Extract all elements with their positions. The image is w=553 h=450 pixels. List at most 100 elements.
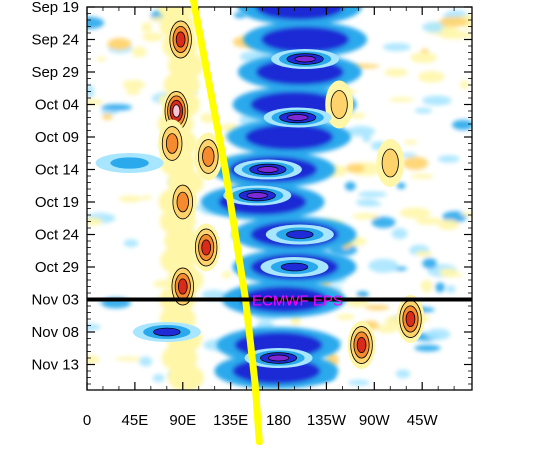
positive-anomaly <box>168 262 197 311</box>
y-tick-label: Nov 08 <box>31 324 79 341</box>
positive-contour <box>165 133 179 154</box>
negative-anomaly <box>260 257 329 277</box>
positive-anomaly <box>162 87 191 135</box>
positive-noise-patch <box>389 97 414 102</box>
x-tick-label: 90E <box>169 412 196 429</box>
x-tick-label: 135W <box>307 412 347 429</box>
positive-noise-patch <box>141 195 152 200</box>
positive-noise-patch <box>460 80 469 89</box>
negative-noise-patch <box>371 216 396 229</box>
positive-contour <box>202 146 215 167</box>
negative-noise-patch <box>368 258 399 273</box>
positive-noise-patch <box>87 98 103 106</box>
negative-noise-patch <box>139 356 153 367</box>
positive-anomaly <box>194 132 223 181</box>
y-tick-label: Oct 29 <box>35 259 79 276</box>
y-tick-label: Nov 13 <box>31 357 79 374</box>
positive-contour <box>177 278 188 295</box>
forecast-label: ECMWF EPS <box>252 293 343 310</box>
positive-contour <box>201 239 212 256</box>
y-tick-label: Nov 03 <box>31 292 79 309</box>
positive-contour <box>330 90 348 119</box>
positive-noise-patch <box>107 37 132 51</box>
positive-noise-patch <box>460 212 472 217</box>
negative-contour <box>153 327 181 337</box>
negative-contour <box>110 157 149 169</box>
positive-noise-patch <box>96 57 107 62</box>
band-inner <box>255 7 344 20</box>
negative-noise-patch <box>414 344 441 352</box>
positive-noise-patch <box>440 25 458 34</box>
positive-noise-patch <box>410 52 437 64</box>
y-tick-label: Sep 29 <box>31 64 79 81</box>
negative-anomaly <box>132 322 201 342</box>
positive-noise-patch <box>114 356 145 362</box>
negative-noise-patch <box>414 107 433 114</box>
positive-noise-patch <box>87 217 103 226</box>
negative-anomaly <box>263 107 332 128</box>
y-tick-label: Oct 19 <box>35 194 79 211</box>
positive-noise-patch <box>365 304 390 311</box>
negative-noise-patch <box>347 125 376 137</box>
positive-contour <box>356 336 367 354</box>
y-tick-label: Sep 24 <box>31 32 79 49</box>
positive-noise-patch <box>290 315 301 326</box>
positive-noise-patch <box>420 279 433 293</box>
anomaly-field <box>87 7 472 390</box>
positive-noise-patch <box>221 271 232 279</box>
positive-noise-patch <box>376 324 400 333</box>
positive-noise-patch <box>399 207 431 219</box>
negative-noise-patch <box>87 16 105 29</box>
anomaly-cores <box>95 15 425 369</box>
negative-contour <box>280 262 309 272</box>
positive-noise-patch <box>402 156 429 170</box>
positive-noise-patch <box>345 163 365 174</box>
negative-noise-patch <box>445 285 456 293</box>
positive-noise-patch <box>348 112 366 119</box>
x-tick-label: 45E <box>122 412 149 429</box>
positive-contour <box>175 31 186 48</box>
band-inner <box>245 124 334 150</box>
positive-anomaly <box>192 223 221 272</box>
negative-noise-patch <box>425 328 451 341</box>
positive-noise-patch <box>118 195 143 203</box>
y-tick-label: Oct 09 <box>35 129 79 146</box>
negative-noise-patch <box>452 119 472 130</box>
negative-contour <box>287 114 309 121</box>
stripe-segment <box>167 363 204 390</box>
negative-contour <box>246 192 268 199</box>
y-tick-label: Sep 19 <box>31 0 79 16</box>
positive-anomaly <box>376 139 405 187</box>
positive-anomaly <box>166 15 195 64</box>
positive-noise-patch <box>126 88 140 96</box>
negative-noise-patch <box>348 379 370 386</box>
positive-noise-patch <box>384 68 408 77</box>
y-tick-label: Oct 14 <box>35 162 79 179</box>
positive-noise-patch <box>141 32 164 42</box>
negative-noise-patch <box>362 131 372 143</box>
positive-noise-patch <box>415 217 442 225</box>
positive-noise-patch <box>352 213 379 220</box>
negative-anomaly <box>244 348 313 368</box>
plot-frame <box>86 6 473 391</box>
positive-noise-patch <box>410 173 434 179</box>
positive-noise-patch <box>439 16 468 27</box>
positive-noise-patch <box>414 251 433 257</box>
negative-contour <box>257 166 279 173</box>
negative-noise-patch <box>435 282 445 293</box>
x-tick-label: 180 <box>266 412 291 429</box>
negative-noise-patch <box>344 181 356 191</box>
positive-anomaly <box>158 119 187 168</box>
positive-noise-patch <box>403 140 418 145</box>
negative-contour <box>267 354 290 362</box>
positive-noise-patch <box>87 354 100 365</box>
band-inner <box>261 26 350 53</box>
negative-noise-patch <box>101 103 133 111</box>
y-tick-label: Oct 04 <box>35 97 79 114</box>
negative-noise-patch <box>356 290 369 298</box>
negative-noise-patch <box>355 199 378 205</box>
positive-contour <box>172 104 181 118</box>
y-tick-label: Oct 24 <box>35 227 79 244</box>
